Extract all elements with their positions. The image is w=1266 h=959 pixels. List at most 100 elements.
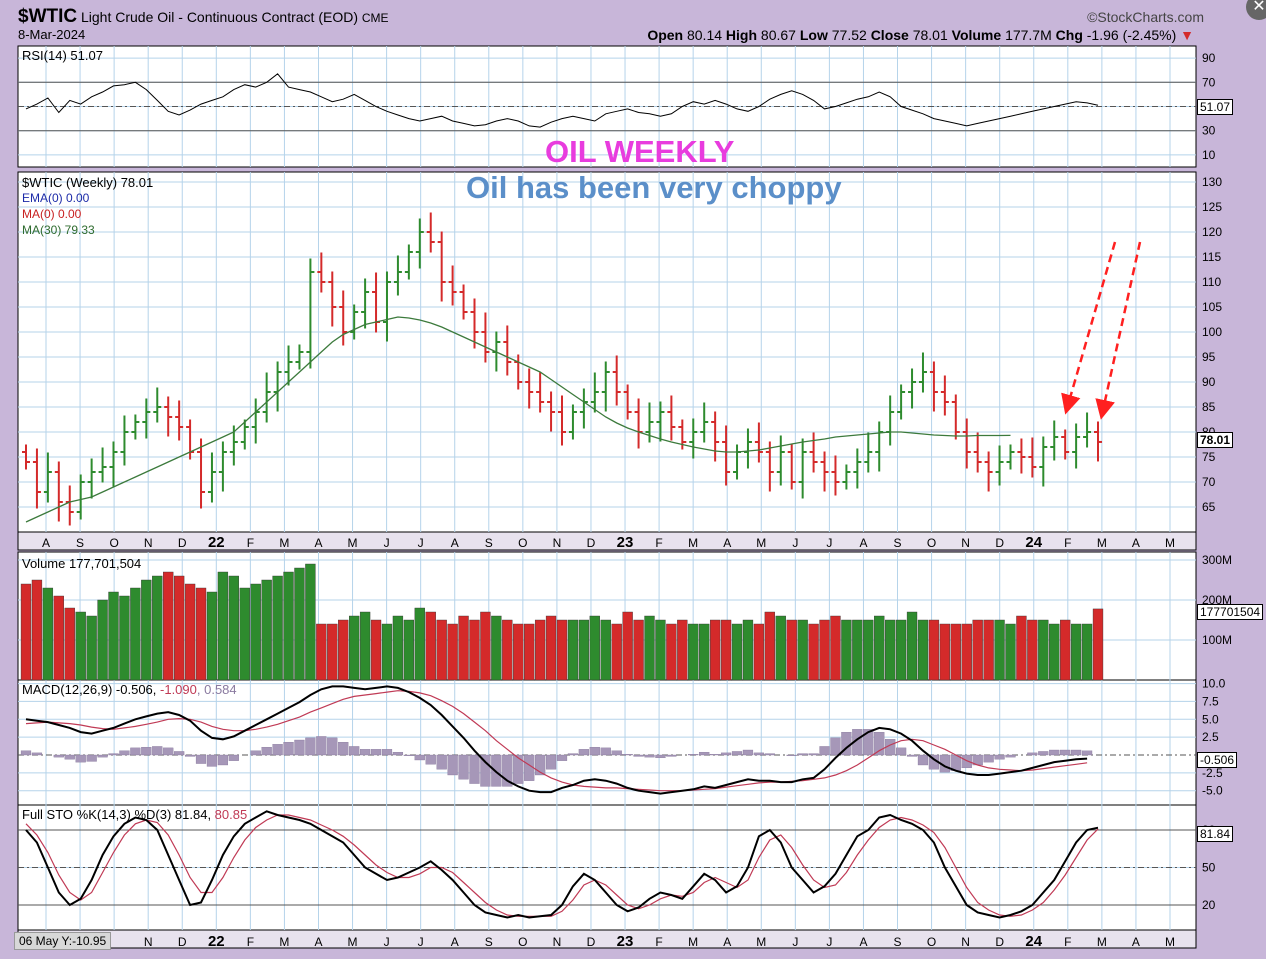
x-tick-label: J [792, 536, 798, 550]
price-bar [590, 372, 599, 413]
macd-hist-bar [1049, 749, 1060, 756]
price-bar [142, 398, 151, 439]
x-tick-label: O [518, 536, 527, 550]
panel-macd [17, 679, 1197, 806]
y-tick-label-macd: 7.5 [1202, 694, 1219, 708]
macd-hist-bar [31, 752, 43, 756]
macd-hist-bar [119, 750, 130, 756]
price-bar [689, 418, 698, 459]
price-bar [820, 451, 829, 492]
macd-hist-bar [655, 754, 666, 759]
price-bar [929, 361, 938, 412]
sto-legend-d: 80.85 [214, 807, 248, 822]
y-tick-label-price: 120 [1202, 225, 1222, 239]
rsi-line [25, 73, 1099, 128]
arrow-annotation-1 [1061, 241, 1117, 415]
x-tick-label: 24 [1025, 534, 1042, 551]
volume-bar [338, 619, 349, 681]
volume-bar [152, 575, 163, 681]
macd-hist-bar [994, 754, 1005, 760]
y-tick-label-rsi: 70 [1202, 75, 1216, 89]
price-bar [76, 474, 85, 520]
price-bar [120, 415, 129, 466]
x-tick-label: D [995, 536, 1004, 550]
volume-bar [359, 611, 371, 681]
price-bar [175, 400, 184, 441]
volume-bar [1081, 623, 1093, 681]
volume-bar [885, 619, 896, 681]
y-tick-label-macd: 10.0 [1202, 677, 1226, 691]
macd-hist-bar [600, 747, 611, 756]
price-bar [765, 441, 774, 492]
macd-hist-bar [141, 746, 152, 756]
volume-bar [513, 623, 524, 681]
ema-legend: EMA(0) 0.00 [22, 191, 90, 205]
y-tick-label-macd: 2.5 [1202, 730, 1219, 744]
x-tick-label: O [109, 536, 118, 550]
price-bar [98, 447, 107, 483]
volume-bar [863, 619, 874, 681]
volume-bar [699, 623, 710, 681]
price-bar [547, 391, 556, 432]
macd-hist-bar [917, 754, 929, 766]
x-tick-label: A [859, 536, 867, 550]
volume-bar [1005, 623, 1016, 681]
status-readout: 06 May Y:-10.95 [14, 932, 112, 950]
macd-hist-bar [961, 754, 972, 769]
volume-bar [141, 579, 152, 681]
macd-hist-bar [370, 749, 382, 756]
volume-bar [764, 611, 775, 681]
price-bar [350, 304, 359, 340]
macd-hist-bar [349, 746, 360, 756]
macd-hist-bar [830, 737, 841, 756]
macd-hist-bar [644, 754, 655, 758]
volume-bar [217, 571, 229, 681]
y-tick-label-rsi: 90 [1202, 51, 1216, 65]
volume-bar [20, 583, 32, 681]
price-bar [1050, 420, 1059, 461]
y-tick-label-price: 85 [1202, 400, 1216, 414]
macd-hist-bar [1071, 749, 1082, 756]
macd-hist-bar [863, 729, 874, 756]
close-icon[interactable]: ✕ [1246, 0, 1266, 20]
price-bar [984, 451, 993, 492]
macd-legend: MACD(12,26,9) -0.506, -1.090, 0.584 [22, 682, 237, 697]
x-tick-label: N [553, 536, 562, 550]
macd-hist-bar [753, 752, 765, 756]
x-tick-label-bottom: A [451, 935, 459, 949]
volume-bar [545, 615, 557, 681]
volume-bar [1016, 615, 1027, 681]
price-bar [1017, 438, 1026, 474]
symbol: $WTIC [18, 6, 78, 27]
high-label: High [725, 27, 758, 43]
volume-bar [327, 623, 338, 681]
volume-bar [534, 619, 546, 681]
volume-bar [316, 623, 327, 681]
price-bar [612, 355, 621, 406]
price-bar [437, 231, 446, 302]
y-tick-label-price: 125 [1202, 200, 1222, 214]
x-tick-label: 22 [208, 534, 225, 551]
x-tick-label-bottom: J [826, 935, 832, 949]
price-bar [404, 244, 413, 280]
price-bar [1094, 421, 1102, 462]
price-bar [568, 404, 577, 440]
x-tick-label: S [485, 536, 493, 550]
price-bar [131, 414, 140, 440]
volume-bar [447, 623, 458, 681]
price-bar [951, 394, 960, 440]
volume-bar [239, 587, 250, 681]
volume-bar [261, 579, 272, 681]
macd-hist-bar [75, 754, 86, 763]
macd-hist-bar [819, 746, 830, 756]
y-tick-label-price: 100 [1202, 325, 1222, 339]
macd-hist-bar [666, 754, 677, 757]
volume-bar [600, 619, 611, 681]
x-tick-label: N [961, 536, 970, 550]
y-tick-label-rsi: 10 [1202, 148, 1216, 162]
macd-hist-bar [1005, 754, 1016, 758]
volume-bar [305, 563, 316, 681]
price-bar [328, 271, 337, 327]
x-tick-label-bottom: M [1165, 935, 1175, 949]
y-tick-label-volume: 100M [1202, 633, 1232, 647]
